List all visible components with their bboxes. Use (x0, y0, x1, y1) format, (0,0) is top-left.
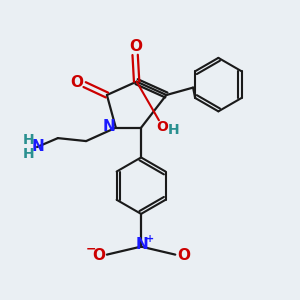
Text: N: N (103, 119, 116, 134)
Text: N: N (32, 139, 44, 154)
Text: O: O (129, 39, 142, 54)
Text: O: O (156, 120, 168, 134)
Text: H: H (167, 123, 179, 137)
Text: N: N (135, 237, 148, 252)
Text: H: H (23, 147, 34, 160)
Text: −: − (86, 242, 97, 255)
Text: +: + (146, 234, 154, 244)
Text: O: O (177, 248, 190, 263)
Text: O: O (70, 75, 83, 90)
Text: H: H (23, 134, 34, 148)
Text: O: O (92, 248, 105, 263)
